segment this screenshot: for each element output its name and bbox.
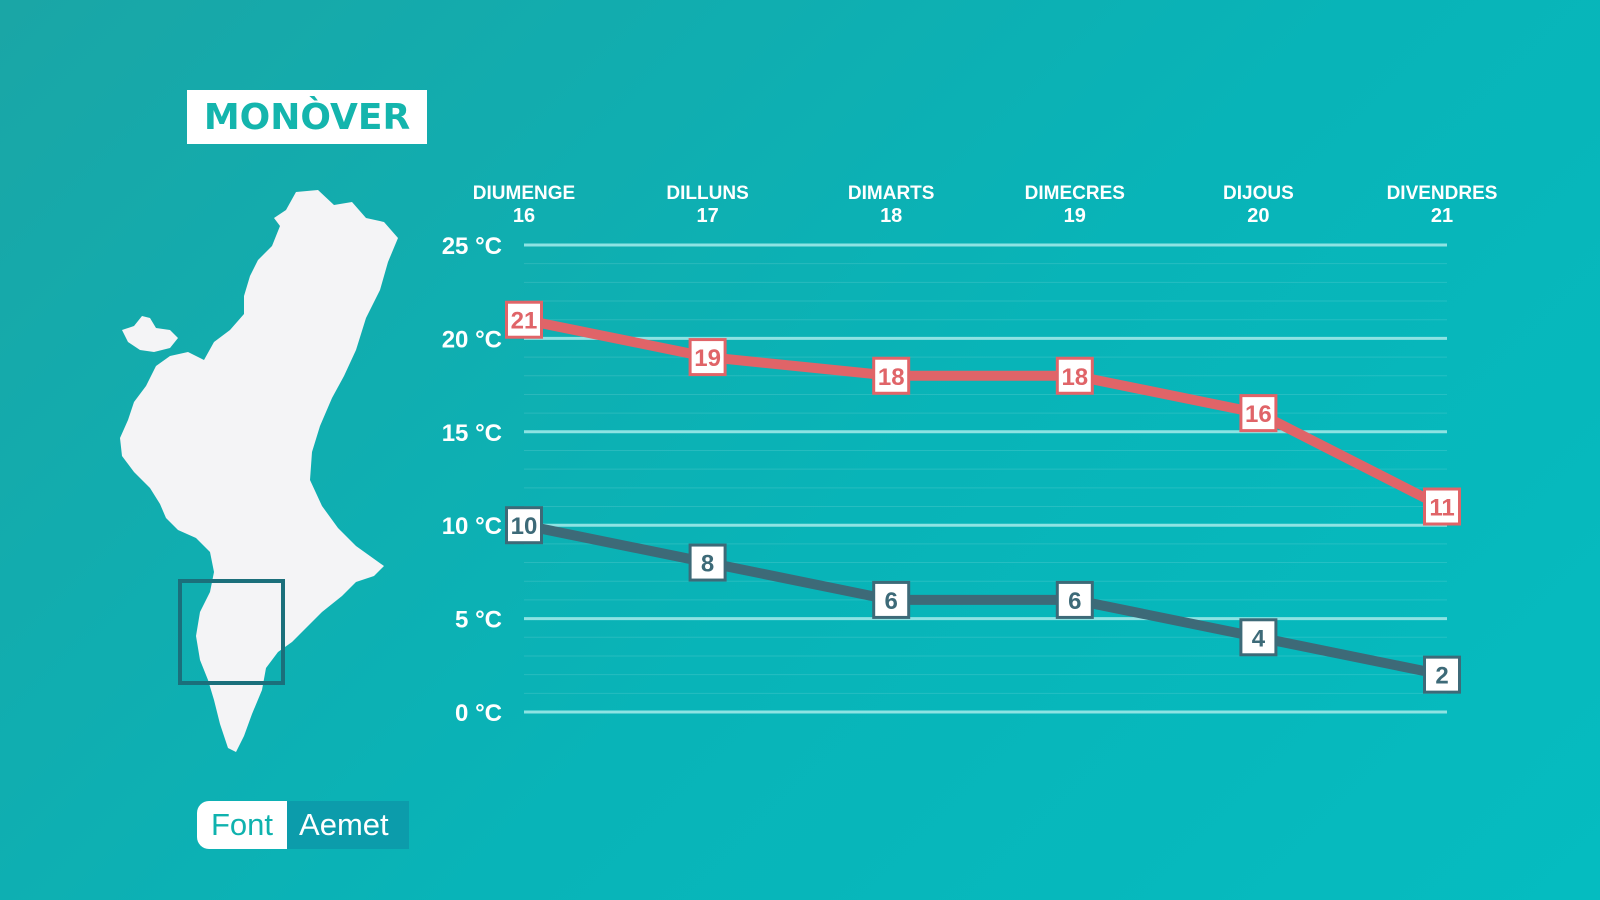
max-data-label-box	[1239, 394, 1278, 433]
max-data-label: 11	[1423, 487, 1461, 526]
min-data-label-text: 4	[1252, 625, 1266, 652]
day-name-label: DIVENDRES	[1387, 183, 1498, 204]
day-date-label: 18	[880, 205, 902, 227]
day-date-label: 20	[1247, 205, 1269, 227]
day-date-label: 17	[696, 205, 718, 227]
series-lines	[519, 314, 1447, 680]
min-data-label: 6	[1055, 580, 1094, 619]
min-data-label-text: 6	[885, 588, 898, 615]
day-name-label: DIMARTS	[848, 183, 935, 204]
min-data-label: 8	[688, 543, 727, 582]
max-data-label-text: 19	[694, 345, 721, 372]
max-temperature-line	[519, 314, 1447, 512]
min-data-label: 6	[872, 580, 911, 619]
max-data-label-text: 21	[511, 308, 538, 335]
source-label: Font	[197, 801, 288, 849]
y-axis-ticks: 0 °C 5 °C 10 °C 15 °C 20 °C 25 °C	[442, 233, 502, 727]
source-badge: Font Aemet	[197, 801, 409, 849]
max-data-label-box	[505, 300, 543, 339]
min-data-label-box	[1423, 655, 1461, 694]
max-data-label: 19	[688, 338, 727, 377]
max-data-label-text: 18	[1061, 364, 1088, 391]
location-title-box: MONÒVER	[187, 90, 427, 144]
min-data-label-box	[505, 506, 543, 545]
max-data-label-box	[1055, 356, 1094, 395]
max-data-label-text: 18	[878, 364, 905, 391]
min-data-label: 2	[1423, 655, 1461, 694]
y-tick-label: 10 °C	[442, 513, 502, 540]
y-tick-label: 25 °C	[442, 233, 502, 260]
min-data-label-text: 2	[1435, 663, 1448, 690]
y-tick-label: 0 °C	[455, 700, 502, 727]
max-data-label: 21	[505, 300, 543, 339]
day-date-label: 21	[1431, 205, 1453, 227]
max-data-label-box	[688, 338, 727, 377]
data-labels: 21 19 18 18 16 11 10 8 6 6 4 2	[505, 300, 1461, 694]
day-date-label: 19	[1064, 205, 1086, 227]
minor-gridlines	[524, 263, 1447, 694]
max-data-label: 18	[1055, 356, 1094, 395]
y-tick-label: 5 °C	[455, 607, 502, 634]
max-data-label: 18	[872, 356, 911, 395]
max-data-label-box	[1423, 487, 1461, 526]
min-data-label-box	[1055, 580, 1094, 619]
location-title: MONÒVER	[203, 96, 411, 138]
day-name-label: DIJOUS	[1223, 183, 1294, 204]
max-data-label-text: 16	[1245, 401, 1272, 428]
min-data-label: 4	[1239, 618, 1278, 657]
min-data-label-text: 6	[1068, 588, 1081, 615]
day-name-label: DIMECRES	[1025, 183, 1125, 204]
min-data-label-box	[872, 580, 911, 619]
min-data-label-text: 10	[511, 513, 538, 540]
y-tick-label: 20 °C	[442, 326, 502, 353]
min-data-label-box	[688, 543, 727, 582]
valencian-community-map-icon	[120, 190, 398, 752]
max-data-label-box	[872, 356, 911, 395]
selected-area-marker	[178, 579, 285, 685]
source-value: Aemet	[287, 801, 409, 849]
min-data-label-text: 8	[701, 551, 714, 578]
day-date-label: 16	[513, 205, 535, 227]
min-data-label-box	[1239, 618, 1278, 657]
max-data-label: 16	[1239, 394, 1278, 433]
max-data-label-text: 11	[1429, 495, 1454, 522]
min-temperature-line	[519, 520, 1447, 680]
day-name-label: DILLUNS	[666, 183, 748, 204]
major-gridlines	[524, 243, 1447, 714]
min-data-label: 10	[505, 506, 543, 545]
day-name-label: DIUMENGE	[473, 183, 575, 204]
y-tick-label: 15 °C	[442, 420, 502, 447]
